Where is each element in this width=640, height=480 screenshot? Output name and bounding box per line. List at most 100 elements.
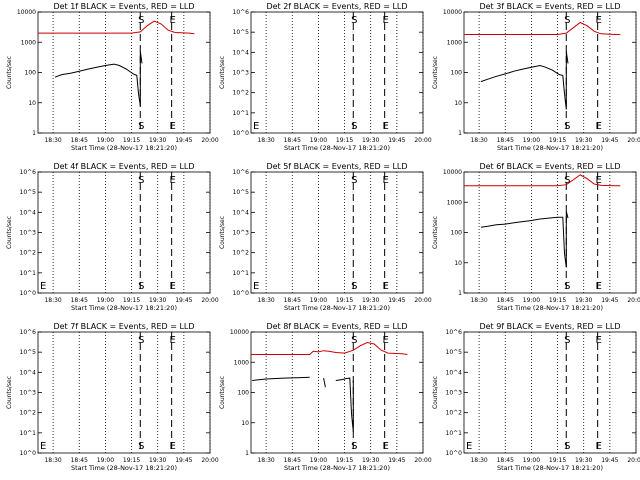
panel-title: Det 1f BLACK = Events, RED = LLD	[53, 2, 194, 11]
y-tick-label: 10	[454, 260, 462, 267]
x-tick-label: 20:00	[627, 297, 640, 304]
marker-label-bottom-s: S	[138, 441, 144, 452]
x-tick-label: 19:30	[362, 137, 379, 144]
x-axis-label: Start Time (28-Nov-17 18:21:20)	[497, 144, 603, 152]
panel-title: Det 8f BLACK = Events, RED = LLD	[266, 322, 407, 331]
x-tick-label: 19:45	[601, 457, 618, 464]
x-tick-label: 19:45	[388, 137, 405, 144]
marker-label-s: S	[564, 335, 570, 346]
series-line-events	[252, 376, 354, 432]
x-tick-label: 19:00	[310, 297, 327, 304]
y-tick-label: 10^5	[233, 29, 250, 36]
x-tick-label: 20:00	[414, 137, 431, 144]
y-tick-label: 10^6	[20, 169, 37, 176]
x-tick-label: 18:30	[44, 297, 61, 304]
y-tick-label: 10000	[443, 9, 462, 16]
x-tick-label: 19:30	[575, 297, 592, 304]
y-tick-label: 10^1	[20, 430, 37, 437]
x-tick-label: 18:45	[71, 297, 88, 304]
x-tick-label: 19:45	[601, 297, 618, 304]
panel-title: Det 6f BLACK = Events, RED = LLD	[479, 162, 620, 171]
marker-label-e: E	[595, 15, 601, 26]
series-line-events	[480, 211, 569, 268]
y-tick-label: 10^4	[233, 49, 250, 56]
y-tick-label: 10^5	[20, 349, 37, 356]
y-tick-label: 10^2	[20, 250, 37, 257]
marker-label-s: S	[138, 15, 144, 26]
y-tick-label: 100	[25, 70, 37, 77]
marker-label-bottom-s: S	[138, 281, 144, 292]
series-line-lld	[464, 21, 621, 35]
marker-label-bottom-s: S	[138, 121, 144, 132]
panel-title: Det 5f BLACK = Events, RED = LLD	[266, 162, 407, 171]
series-line-events	[54, 51, 143, 106]
y-tick-label: 10^3	[20, 390, 37, 397]
x-axis-label: Start Time (28-Nov-17 18:21:20)	[284, 304, 390, 312]
detector-panel-7: Det 7f BLACK = Events, RED = LLD 18:30 18:…	[6, 322, 219, 472]
x-tick-label: 20:00	[201, 137, 218, 144]
y-tick-label: 100	[451, 70, 463, 77]
marker-label-bottom-e: E	[169, 441, 175, 452]
y-tick-label: 10^6	[233, 169, 250, 176]
marker-label-bottom-e: E	[595, 121, 601, 132]
detector-panel-9: Det 9f BLACK = Events, RED = LLD 18:30 18:…	[432, 322, 640, 472]
x-tick-label: 20:00	[201, 457, 218, 464]
y-tick-label: 10	[28, 100, 36, 107]
y-tick-label: 1	[458, 290, 462, 297]
x-axis-label: Start Time (28-Nov-17 18:21:20)	[497, 304, 603, 312]
detector-panel-6: Det 6f BLACK = Events, RED = LLD 18:30 18:…	[432, 162, 640, 312]
x-tick-label: 19:00	[523, 457, 540, 464]
marker-label-bottom-e: E	[595, 281, 601, 292]
y-axis-label: Counts/sec	[219, 56, 226, 89]
marker-label-s: S	[138, 335, 144, 346]
marker-label-e: E	[169, 15, 175, 26]
detector-panel-3: Det 3f BLACK = Events, RED = LLD 18:30 18:…	[432, 2, 640, 152]
y-tick-label: 10^6	[20, 329, 37, 336]
y-tick-label: 10^3	[446, 390, 463, 397]
x-tick-label: 18:45	[497, 457, 514, 464]
panel-title: Det 4f BLACK = Events, RED = LLD	[53, 162, 194, 171]
x-axis-label: Start Time (28-Nov-17 18:21:20)	[71, 304, 177, 312]
x-tick-label: 18:30	[257, 297, 274, 304]
x-tick-label: 19:30	[149, 297, 166, 304]
marker-label-s: S	[564, 175, 570, 186]
x-axis-label: Start Time (28-Nov-17 18:21:20)	[71, 464, 177, 472]
detector-panel-8: Det 8f BLACK = Events, RED = LLD 18:30 18:…	[219, 322, 432, 472]
marker-label-bottom-s: S	[564, 281, 570, 292]
x-tick-label: 18:30	[470, 297, 487, 304]
x-tick-label: 19:00	[97, 457, 114, 464]
y-tick-label: 10^0	[446, 450, 463, 457]
marker-label-bottom-e: E	[382, 121, 388, 132]
y-tick-label: 1000	[447, 199, 462, 206]
y-tick-label: 10^2	[20, 410, 37, 417]
y-tick-label: 10	[241, 420, 249, 427]
y-tick-label: 10^4	[20, 209, 37, 216]
detector-panel-2: Det 2f BLACK = Events, RED = LLD 18:30 18:…	[219, 2, 432, 152]
y-tick-label: 10^1	[233, 110, 250, 117]
x-tick-label: 19:45	[175, 297, 192, 304]
y-tick-label: 10^0	[233, 290, 250, 297]
marker-label-e: E	[169, 335, 175, 346]
panel-title: Det 2f BLACK = Events, RED = LLD	[266, 2, 407, 11]
series-line-lld	[464, 174, 621, 187]
detector-panel-4: Det 4f BLACK = Events, RED = LLD 18:30 18:…	[6, 162, 219, 312]
y-tick-label: 10^3	[233, 230, 250, 237]
detector-panel-1: Det 1f BLACK = Events, RED = LLD 18:30 18:…	[6, 2, 219, 152]
panel-title: Det 9f BLACK = Events, RED = LLD	[479, 322, 620, 331]
y-tick-label: 10^5	[446, 349, 463, 356]
y-tick-label: 10^1	[446, 430, 463, 437]
x-tick-label: 19:30	[149, 457, 166, 464]
y-axis-label: Counts/sec	[432, 376, 439, 409]
x-tick-label: 18:45	[284, 297, 301, 304]
y-tick-label: 10^5	[20, 189, 37, 196]
x-tick-label: 19:15	[123, 297, 140, 304]
y-axis-label: Counts/sec	[219, 376, 226, 409]
x-tick-label: 20:00	[414, 297, 431, 304]
y-tick-label: 10000	[17, 9, 36, 16]
x-tick-label: 19:00	[310, 137, 327, 144]
marker-label-e: E	[169, 175, 175, 186]
marker-label-e: E	[595, 335, 601, 346]
y-tick-label: 10^1	[20, 270, 37, 277]
x-axis-label: Start Time (28-Nov-17 18:21:20)	[284, 144, 390, 152]
marker-label-bottom-e: E	[382, 441, 388, 452]
